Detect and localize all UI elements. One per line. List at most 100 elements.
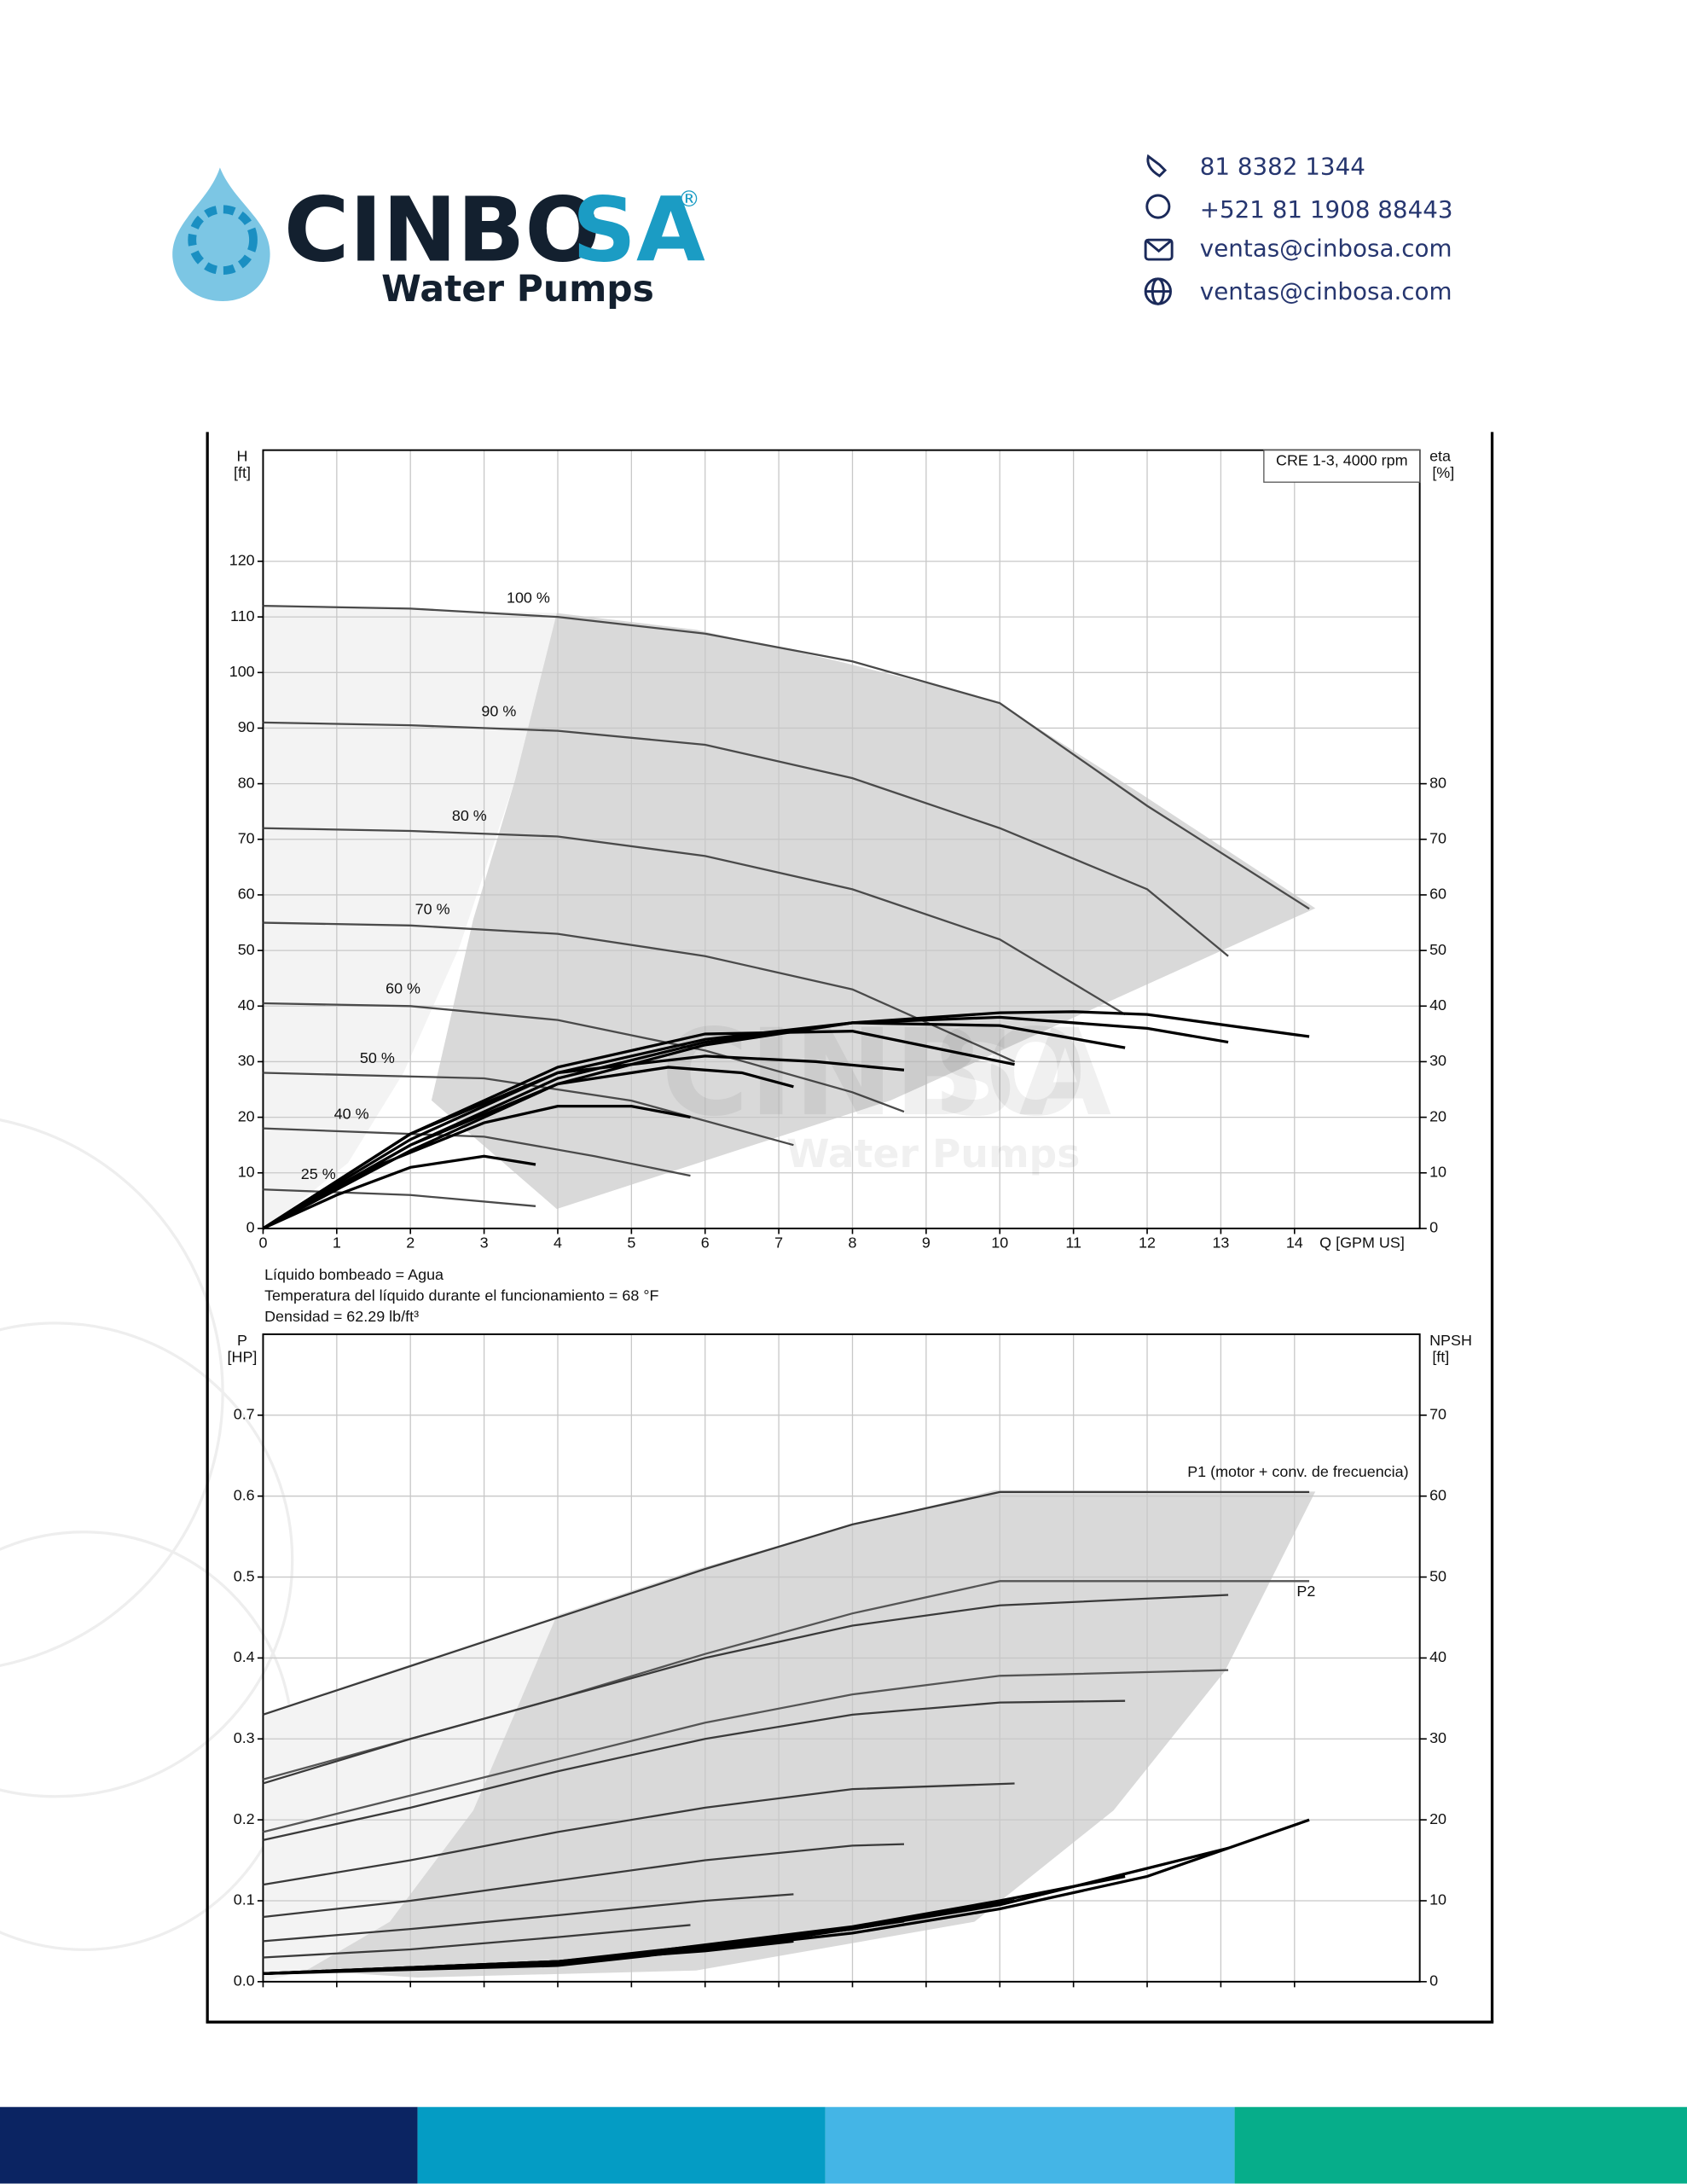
curve bbox=[263, 1127, 691, 1177]
logo-accent: SA bbox=[572, 178, 705, 282]
y2-tick-label: 0 bbox=[1429, 1972, 1438, 1989]
footer-bar bbox=[0, 2106, 418, 2184]
contact-icons bbox=[1144, 154, 1174, 305]
logo-mark: ® bbox=[678, 187, 700, 212]
y2-tick-label: 30 bbox=[1429, 1052, 1446, 1069]
y2-tick-label: 80 bbox=[1429, 774, 1446, 791]
y-axis-label: P bbox=[237, 1332, 247, 1349]
x-tick-label: 9 bbox=[922, 1234, 930, 1252]
curve bbox=[262, 1154, 536, 1230]
curve-label: 25 % bbox=[301, 1165, 336, 1182]
y2-tick-label: 50 bbox=[1429, 1567, 1446, 1584]
y2-tick-label: 20 bbox=[1429, 1810, 1446, 1827]
plot-frame bbox=[262, 449, 1421, 1229]
watermark: Water Pumps bbox=[786, 1131, 1080, 1176]
whatsapp-icon bbox=[1145, 194, 1171, 219]
mail-icon-flap bbox=[1145, 239, 1174, 253]
x-axis-label: Q [GPM US] bbox=[1319, 1234, 1405, 1252]
x-tick-label: 8 bbox=[849, 1234, 857, 1252]
curve bbox=[263, 1669, 1229, 1833]
logo-drop bbox=[172, 167, 270, 302]
y2-tick-label: 10 bbox=[1429, 1164, 1446, 1181]
curve bbox=[263, 721, 1229, 957]
contact: +521 81 1908 88443 bbox=[1200, 195, 1453, 224]
y-tick-label: 90 bbox=[238, 718, 255, 735]
curve bbox=[263, 921, 1016, 1063]
y-tick-label: 110 bbox=[230, 607, 255, 624]
x-tick-label: 13 bbox=[1212, 1234, 1229, 1252]
y-tick-label: 0.0 bbox=[234, 1972, 255, 1989]
footer-bar bbox=[417, 2106, 826, 2184]
y2-tick-label: 50 bbox=[1429, 941, 1446, 958]
phone-icon bbox=[1146, 154, 1168, 177]
y-tick-label: 0.5 bbox=[234, 1567, 255, 1584]
x-tick-label: 14 bbox=[1286, 1234, 1303, 1252]
curve-label: 100 % bbox=[507, 589, 550, 606]
y2-tick-label: 60 bbox=[1429, 1486, 1446, 1503]
curve bbox=[263, 1699, 1126, 1841]
x-tick-label: 7 bbox=[774, 1234, 783, 1252]
curve bbox=[262, 1066, 794, 1230]
footer-bar bbox=[1234, 2106, 1687, 2184]
annotation: CRE 1-3, 4000 rpm bbox=[1276, 451, 1408, 468]
y2-tick-label: 20 bbox=[1429, 1107, 1446, 1124]
curve-label: P1 (motor + conv. de frecuencia) bbox=[1187, 1463, 1408, 1480]
y2-tick-label: 40 bbox=[1429, 996, 1446, 1014]
y2-tick-label: 70 bbox=[1429, 830, 1446, 847]
mail-icon bbox=[1144, 238, 1174, 261]
watermark: SA bbox=[932, 1004, 1111, 1143]
note: Densidad = 62.29 lb/ft³ bbox=[264, 1308, 419, 1325]
curve bbox=[263, 1782, 1015, 1886]
note: Temperatura del líquido durante el funci… bbox=[264, 1287, 658, 1304]
y-tick-label: 0.4 bbox=[234, 1648, 255, 1665]
y-tick-label: 0.7 bbox=[234, 1406, 255, 1423]
y-tick-label: 0.2 bbox=[234, 1810, 255, 1827]
curve-label: 40 % bbox=[334, 1106, 369, 1123]
logo: CINBO SA ® Water Pumps bbox=[172, 167, 705, 311]
y2-axis-unit: [%] bbox=[1432, 464, 1454, 481]
y-tick-label: 40 bbox=[238, 996, 255, 1014]
y2-axis-label: eta bbox=[1429, 448, 1451, 465]
y2-tick-label: 60 bbox=[1429, 886, 1446, 903]
y-tick-label: 120 bbox=[229, 552, 255, 569]
contact: ventas@cinbosa.com bbox=[1200, 235, 1452, 263]
contact: ventas@cinbosa.com bbox=[1200, 277, 1452, 305]
curve bbox=[263, 1843, 905, 1919]
contacts: 81 8382 1344 +521 81 1908 88443 ventas@cin… bbox=[1200, 152, 1453, 305]
x-tick-label: 10 bbox=[991, 1234, 1008, 1252]
x-tick-label: 1 bbox=[333, 1234, 341, 1252]
range-dark bbox=[306, 1490, 1316, 1978]
y-tick-label: 30 bbox=[238, 1052, 255, 1069]
curve bbox=[262, 1054, 905, 1230]
curve-label: P2 bbox=[1296, 1583, 1315, 1600]
curve bbox=[263, 1924, 691, 1959]
y2-tick-label: 30 bbox=[1429, 1729, 1446, 1746]
y2-tick-label: 0 bbox=[1429, 1219, 1438, 1236]
x-tick-label: 5 bbox=[627, 1234, 635, 1252]
y-axis-unit: [ft] bbox=[234, 464, 251, 481]
y-axis-label: H bbox=[236, 448, 247, 465]
curve-label: 80 % bbox=[452, 807, 487, 824]
curve bbox=[262, 1105, 691, 1230]
curve-label: 70 % bbox=[415, 900, 450, 917]
curve bbox=[263, 1072, 794, 1147]
curve bbox=[263, 604, 1310, 910]
y-tick-label: 80 bbox=[238, 774, 255, 791]
curve bbox=[263, 1893, 794, 1943]
note: Líquido bombeado = Agua bbox=[264, 1266, 443, 1283]
curve bbox=[263, 1188, 536, 1207]
y-tick-label: 20 bbox=[238, 1107, 255, 1124]
curve bbox=[263, 1490, 1310, 1716]
curve bbox=[263, 1939, 794, 1976]
frame bbox=[206, 432, 1494, 2024]
contact: 81 8382 1344 bbox=[1200, 152, 1365, 180]
y2-axis-label: NPSH bbox=[1429, 1332, 1472, 1349]
x-tick-label: 3 bbox=[480, 1234, 489, 1252]
logo-main: CINBO bbox=[284, 178, 600, 282]
y-tick-label: 50 bbox=[238, 941, 255, 958]
y-tick-label: 0 bbox=[246, 1219, 255, 1236]
y2-tick-label: 70 bbox=[1429, 1406, 1446, 1423]
curve bbox=[262, 1021, 1126, 1230]
